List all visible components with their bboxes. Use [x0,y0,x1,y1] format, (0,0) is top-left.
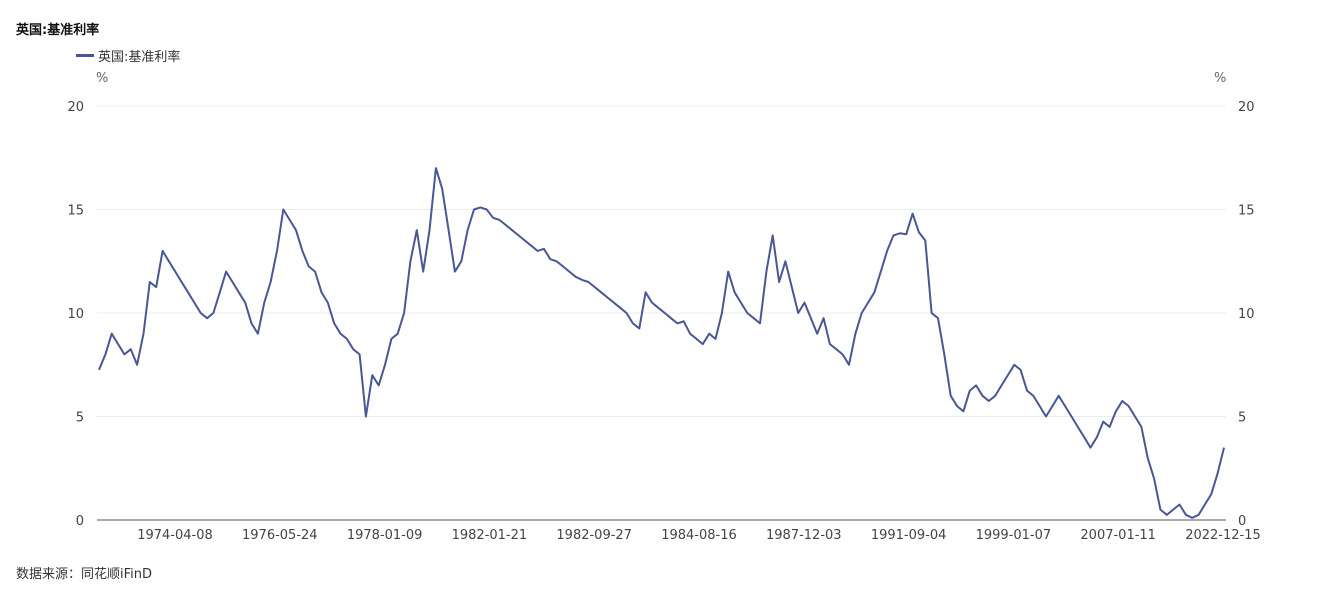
x-tick-label: 1991-09-04 [871,528,947,543]
y-tick-label-right: 15 [1238,204,1255,219]
y-unit-right: % [1214,71,1226,86]
x-axis: 1974-04-08 1976-05-24 1978-01-09 1982-01-21… [97,519,1261,543]
grid-lines [97,105,1226,417]
y-axis-left: 0 5 10 15 20 [67,100,84,529]
y-unit-left: % [96,71,108,86]
y-tick-label-left: 15 [67,204,84,219]
y-tick-label-left: 0 [76,514,84,529]
x-tick-label: 1982-09-27 [556,528,632,543]
y-tick-label-right: 20 [1238,100,1255,115]
x-tick-label: 1978-01-09 [347,528,423,543]
x-tick-label: 1974-04-08 [137,528,213,543]
x-tick-label: 1976-05-24 [242,528,318,543]
y-tick-label-right: 0 [1238,514,1246,529]
x-tick-label: 1984-08-16 [661,528,737,543]
x-tick-label: 2007-01-11 [1080,528,1156,543]
chart-title: 英国:基准利率 [16,23,100,38]
y-tick-label-right: 5 [1238,411,1246,426]
legend-label: 英国:基准利率 [98,50,181,65]
series-group [98,167,1225,519]
y-tick-label-right: 10 [1238,307,1255,322]
y-axis-right: 0 5 10 15 20 [1238,100,1255,529]
x-tick-label: 1999-01-07 [976,528,1052,543]
x-tick-label: 1982-01-21 [452,528,528,543]
y-tick-label-left: 20 [67,100,84,115]
series-line [98,167,1225,519]
x-tick-label: 2022-12-15 [1185,528,1261,543]
y-tick-label-left: 10 [67,307,84,322]
legend[interactable]: 英国:基准利率 [76,46,180,65]
data-source: 数据来源：同花顺iFinD [16,567,153,582]
x-tick-label: 1987-12-03 [766,528,842,543]
y-tick-label-left: 5 [76,411,84,426]
legend-swatch [76,54,94,57]
